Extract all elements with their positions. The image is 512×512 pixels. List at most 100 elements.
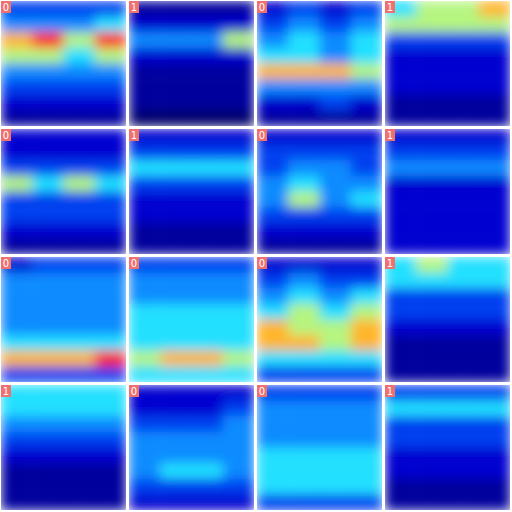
cell — [1, 17, 33, 33]
cell — [95, 145, 126, 161]
cell — [1, 64, 33, 80]
cell — [95, 238, 126, 254]
cell — [32, 110, 64, 126]
heatmap — [129, 1, 254, 126]
cell — [288, 335, 320, 351]
cell — [351, 176, 382, 192]
cell — [448, 463, 480, 479]
cell — [64, 351, 96, 367]
cell — [192, 207, 224, 223]
cell — [320, 416, 352, 432]
cell — [129, 110, 161, 126]
cell — [479, 17, 510, 33]
cell — [95, 192, 126, 208]
heatmap — [1, 385, 126, 510]
cell — [160, 401, 192, 417]
cell — [257, 176, 289, 192]
cell — [32, 320, 64, 336]
cell — [160, 366, 192, 382]
cell — [416, 1, 448, 17]
cell — [160, 304, 192, 320]
cell — [385, 448, 417, 464]
cell — [1, 238, 33, 254]
cell — [64, 366, 96, 382]
cell — [385, 160, 417, 176]
cell — [416, 273, 448, 289]
cell — [129, 288, 161, 304]
cell — [479, 48, 510, 64]
cell — [64, 207, 96, 223]
cell — [129, 160, 161, 176]
cell — [223, 176, 254, 192]
cell — [479, 479, 510, 495]
cell — [1, 32, 33, 48]
label-text: 1 — [131, 2, 137, 13]
cell — [1, 129, 33, 145]
label-box — [129, 385, 139, 397]
cell — [1, 335, 33, 351]
cell — [223, 385, 254, 401]
cell — [64, 176, 96, 192]
cell — [160, 385, 192, 401]
cell — [64, 273, 96, 289]
cell — [129, 304, 161, 320]
cell — [1, 192, 33, 208]
cell — [351, 494, 382, 510]
panel: 0 — [1, 257, 127, 383]
cell — [223, 110, 254, 126]
cell — [320, 145, 352, 161]
cell — [479, 95, 510, 111]
cell — [95, 366, 126, 382]
cell — [448, 192, 480, 208]
cell — [32, 145, 64, 161]
class-label: 1 — [1, 385, 11, 397]
cell — [95, 304, 126, 320]
cell — [192, 238, 224, 254]
cell — [479, 432, 510, 448]
plot-area — [1, 129, 126, 254]
cell — [479, 64, 510, 80]
cell — [320, 17, 352, 33]
cell — [257, 463, 289, 479]
cell — [129, 257, 161, 273]
cell — [257, 1, 289, 17]
cell — [223, 288, 254, 304]
cell — [160, 95, 192, 111]
cell — [192, 257, 224, 273]
cell — [351, 1, 382, 17]
cell — [288, 494, 320, 510]
cell — [257, 48, 289, 64]
cell — [129, 463, 161, 479]
label-box — [385, 385, 395, 397]
cell — [1, 145, 33, 161]
cell — [223, 479, 254, 495]
cell — [257, 273, 289, 289]
cell — [64, 129, 96, 145]
cell — [64, 494, 96, 510]
plot-area — [129, 257, 254, 382]
cell — [160, 223, 192, 239]
cell — [64, 448, 96, 464]
cell — [288, 17, 320, 33]
cell — [223, 17, 254, 33]
cell — [416, 401, 448, 417]
cell — [192, 479, 224, 495]
cell — [95, 17, 126, 33]
cell — [32, 176, 64, 192]
cell — [288, 64, 320, 80]
cell — [32, 366, 64, 382]
class-label: 0 — [129, 385, 139, 397]
cell — [479, 160, 510, 176]
cell — [448, 448, 480, 464]
cell — [351, 64, 382, 80]
cell — [1, 366, 33, 382]
cell — [95, 110, 126, 126]
plot-area — [257, 129, 382, 254]
cell — [64, 320, 96, 336]
cell — [257, 494, 289, 510]
cell — [257, 110, 289, 126]
cell — [288, 110, 320, 126]
cell — [32, 207, 64, 223]
label-text: 0 — [259, 130, 265, 141]
cell — [1, 351, 33, 367]
